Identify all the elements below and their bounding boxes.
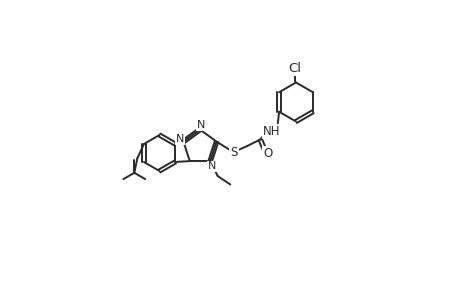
Text: Cl: Cl <box>287 61 300 75</box>
Text: N: N <box>196 120 204 130</box>
Text: N: N <box>175 134 184 144</box>
Text: O: O <box>262 147 272 161</box>
Text: S: S <box>230 146 237 159</box>
Text: NH: NH <box>263 124 280 138</box>
Text: N: N <box>207 161 215 172</box>
